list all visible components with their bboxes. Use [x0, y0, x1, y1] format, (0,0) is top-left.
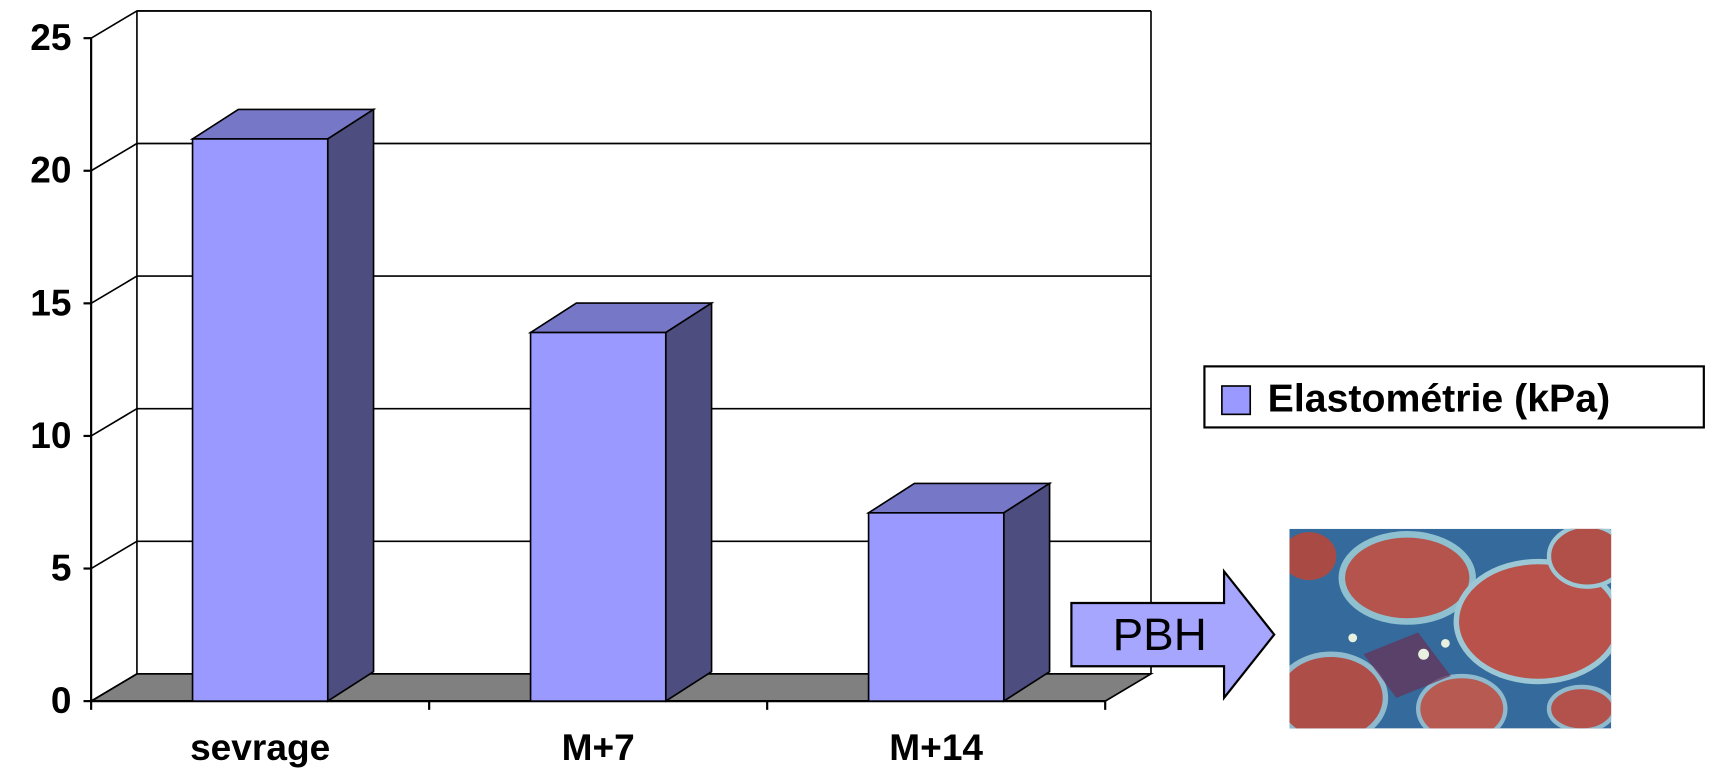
- annotation-text: PBH: [1113, 609, 1207, 660]
- bar-front: [867, 512, 1005, 702]
- legend-swatch: [1221, 385, 1252, 416]
- x-tick-label: sevrage: [190, 726, 330, 768]
- bar-side: [1002, 481, 1051, 703]
- y-tick-label: 10: [30, 414, 71, 456]
- x-tick-label: M+7: [562, 726, 635, 768]
- y-tick-label: 20: [30, 149, 71, 191]
- grid-line: [90, 10, 1151, 39]
- labels: 0 5 10 15 20 25 sevrage M+7 M+14: [30, 16, 983, 768]
- y-tick-label: 5: [51, 547, 72, 589]
- y-tick-label: 0: [51, 679, 72, 721]
- legend-label: Elastométrie (kPa): [1268, 377, 1610, 421]
- bars: [189, 107, 1053, 703]
- bar: [865, 481, 1053, 703]
- histology-image: [1289, 528, 1612, 729]
- legend: Elastométrie (kPa): [1203, 365, 1705, 429]
- y-tick-label: 25: [30, 16, 71, 58]
- arrow: [1070, 568, 1276, 701]
- bar-side: [326, 107, 375, 703]
- grid-line: [90, 142, 1151, 172]
- grid-line: [90, 275, 1151, 305]
- grid-line: [90, 407, 1151, 437]
- bar: [189, 107, 377, 703]
- x-tick-label: M+14: [889, 726, 983, 768]
- bar: [527, 301, 715, 703]
- bar-front: [529, 331, 667, 702]
- y-tick-label: 15: [30, 281, 71, 323]
- grid-line: [90, 673, 1151, 702]
- grid-line: [90, 540, 1151, 570]
- legend-box: [1203, 365, 1705, 429]
- bar-front: [191, 138, 329, 702]
- bar-side: [664, 301, 713, 703]
- annotation-arrow: PBH: [1070, 568, 1276, 701]
